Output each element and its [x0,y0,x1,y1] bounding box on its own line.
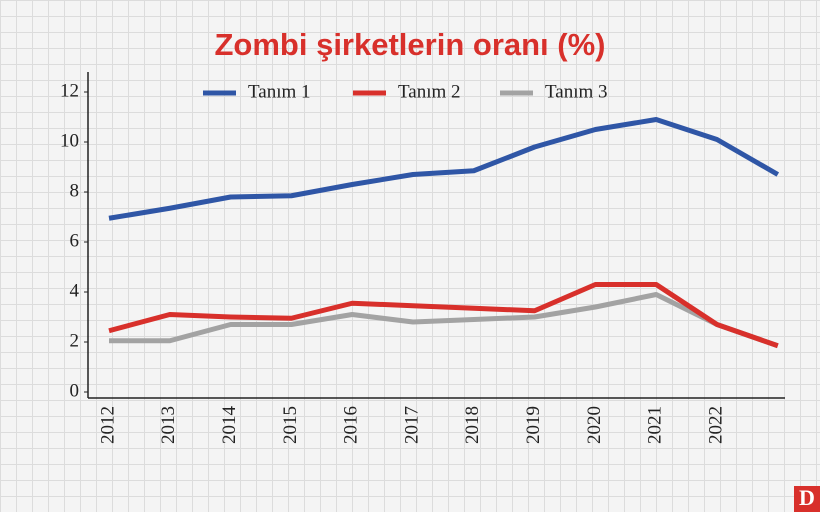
chart-title: Zombi şirketlerin oranı (%) [214,27,605,62]
y-tick-label: 0 [70,380,80,401]
legend-label: Tanım 2 [398,81,461,102]
x-tick-label: 2014 [219,406,240,445]
y-tick-label: 4 [70,280,80,301]
x-tick-label: 2019 [523,406,544,444]
y-tick-label: 8 [70,180,80,201]
x-tick-label: 2013 [158,406,179,444]
logo-box [794,486,820,512]
x-tick-label: 2015 [280,406,301,444]
y-tick-label: 2 [70,330,80,351]
x-tick-label: 2018 [462,406,483,444]
x-tick-label: 2017 [401,406,422,444]
y-tick-label: 6 [70,230,80,251]
x-tick-label: 2016 [341,406,362,444]
y-tick-label: 12 [60,80,79,101]
legend-label: Tanım 3 [545,81,608,102]
y-tick-label: 10 [60,130,79,151]
x-tick-label: 2021 [645,406,666,444]
x-tick-label: 2022 [705,406,726,444]
x-tick-label: 2020 [584,406,605,444]
legend-label: Tanım 1 [248,81,311,102]
line [109,292,779,349]
line [108,282,779,349]
line [108,117,780,221]
x-tick-label: 2012 [97,406,118,444]
logo: D [799,485,815,510]
